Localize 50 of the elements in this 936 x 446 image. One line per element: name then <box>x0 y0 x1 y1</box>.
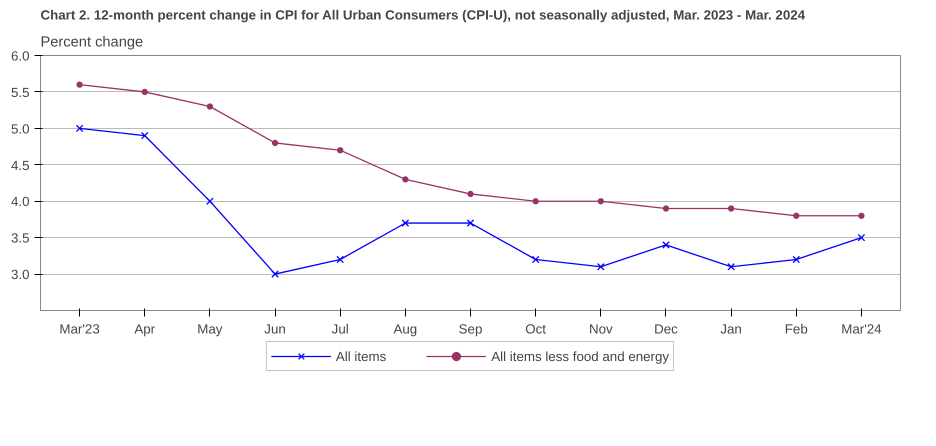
x-tick-label: May <box>197 322 223 336</box>
point <box>206 197 214 206</box>
y-tick-label: 3.5 <box>10 230 30 246</box>
x-tick-label: Oct <box>525 322 546 336</box>
point <box>466 219 474 227</box>
y-tick-label: 5.0 <box>10 121 30 136</box>
x-tick-label: Dec <box>654 322 678 336</box>
x-tick-label: Jul <box>332 322 349 336</box>
point <box>142 88 148 96</box>
y-tick-label: 6.0 <box>10 48 30 64</box>
legend-label: All items <box>336 348 386 364</box>
x-tick-label: Aug <box>393 322 418 336</box>
point <box>206 103 214 110</box>
point <box>596 262 605 271</box>
point <box>793 212 800 219</box>
y-tick-label: 3.0 <box>10 267 30 282</box>
point <box>271 270 279 278</box>
x-tick-label: Mar'24 <box>841 322 882 336</box>
point <box>727 262 735 271</box>
x-tick-label: Feb <box>784 322 808 336</box>
point <box>76 124 84 132</box>
point <box>272 140 278 146</box>
point <box>76 82 83 88</box>
x-tick-label: Apr <box>134 322 156 336</box>
point <box>467 190 474 198</box>
y-tick-label: 5.5 <box>10 84 30 100</box>
y-tick-label: 4.5 <box>10 158 30 173</box>
y-axis-title: Percent change <box>40 34 144 50</box>
point <box>532 198 539 204</box>
legend-label: All items less food and energy <box>491 348 670 364</box>
point <box>402 219 410 227</box>
point <box>337 147 344 154</box>
point <box>336 256 344 264</box>
point <box>728 205 734 212</box>
chart-title: Chart 2. 12-month percent change in CPI for All Urban Consumers (CPI-U), not seasonally adjusted, Mar. 2023 - Mar. 2024 <box>40 8 806 22</box>
point <box>598 198 604 204</box>
point <box>662 205 670 212</box>
point <box>140 132 149 140</box>
point <box>402 176 408 182</box>
point <box>792 256 800 264</box>
x-tick-label: Nov <box>588 322 613 336</box>
point <box>858 234 866 242</box>
point <box>532 256 540 264</box>
x-tick-label: Jan <box>720 322 742 336</box>
point <box>858 212 865 219</box>
x-tick-label: Sep <box>458 322 482 336</box>
x-tick-label: Jun <box>264 322 286 336</box>
point <box>662 241 670 249</box>
y-tick-label: 4.0 <box>10 194 30 210</box>
x-tick-label: Mar'23 <box>59 322 100 336</box>
